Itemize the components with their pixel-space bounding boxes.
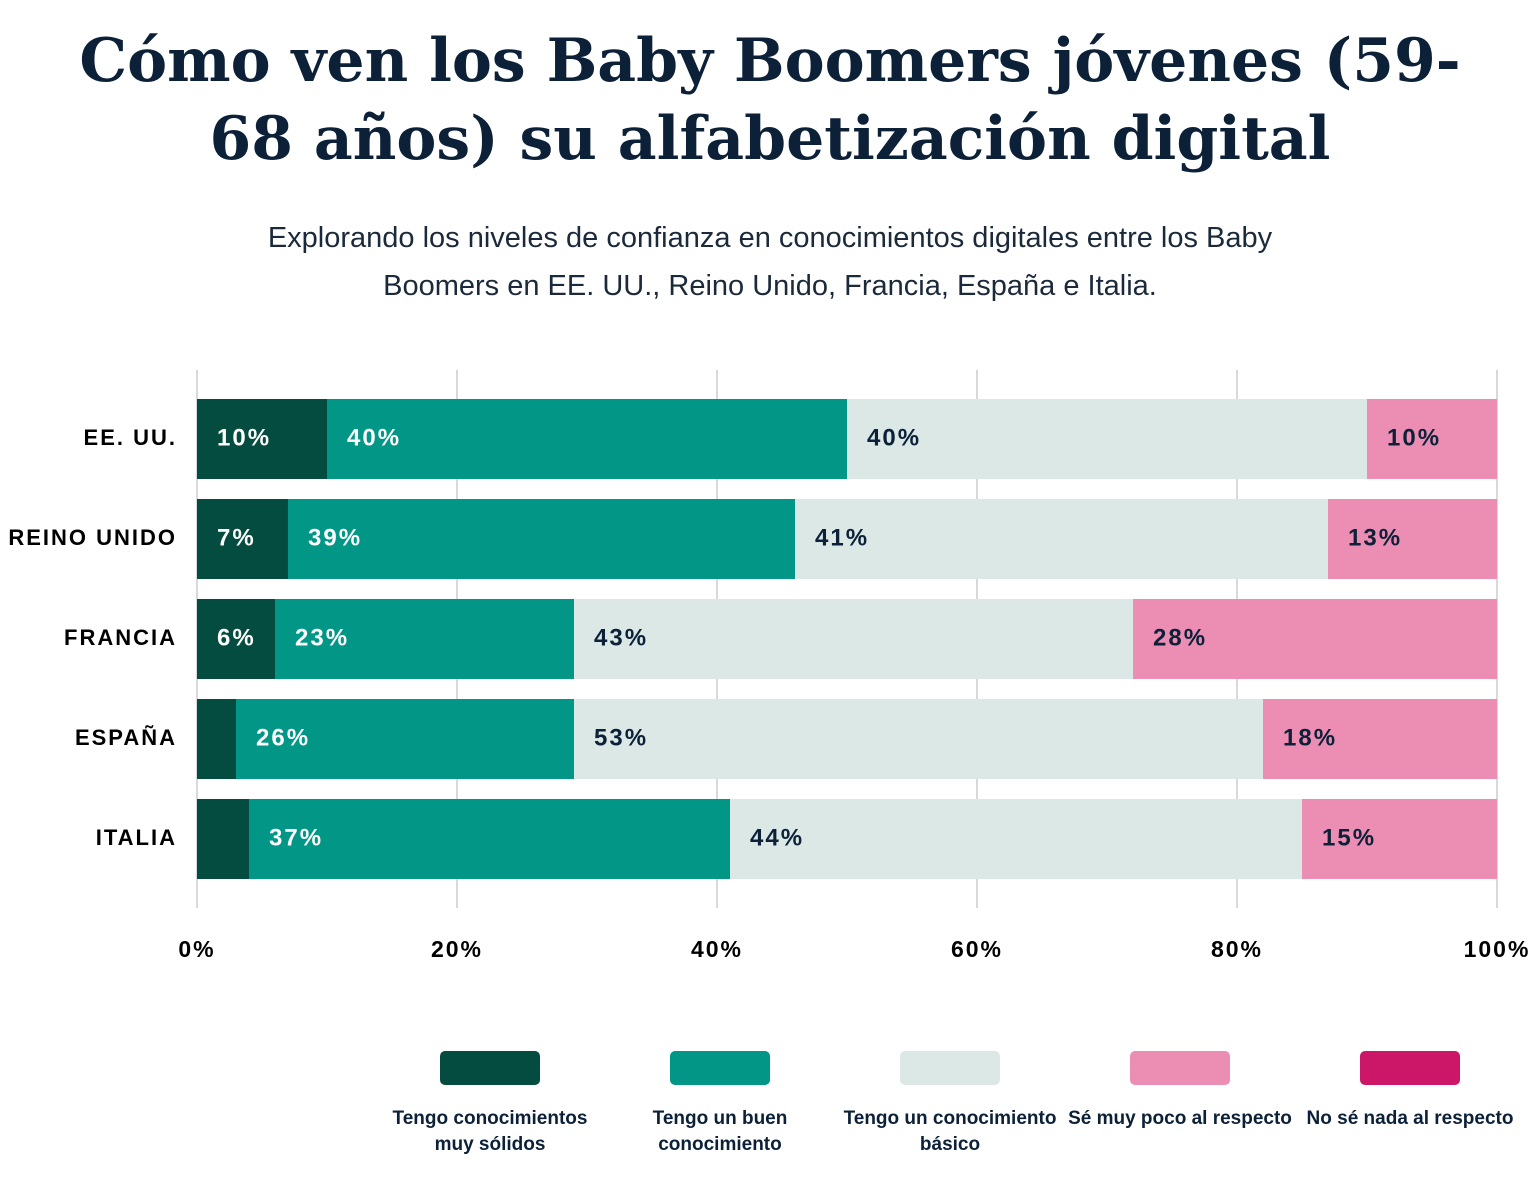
x-tick-label: 20%: [431, 936, 483, 962]
data-label: 10%: [217, 424, 271, 451]
y-tick-label: ESPAÑA: [75, 725, 177, 750]
y-tick-label: FRANCIA: [64, 625, 177, 650]
data-label: 13%: [1348, 524, 1402, 551]
bar-segment: [236, 699, 574, 779]
bar-segment: [197, 799, 249, 879]
bar-segment: [795, 499, 1328, 579]
data-label: 40%: [347, 424, 401, 451]
bar-segment: [1367, 399, 1497, 479]
y-tick-label: EE. UU.: [84, 425, 177, 450]
bar-segment: [574, 599, 1133, 679]
bar-segment: [197, 599, 275, 679]
chart-subtitle: Explorando los niveles de confianza en c…: [267, 222, 1273, 302]
bar-segment: [1302, 799, 1497, 879]
bar-segment: [288, 499, 795, 579]
bar-segment: [574, 699, 1263, 779]
bar-segment: [730, 799, 1302, 879]
data-label: 39%: [308, 524, 362, 551]
data-label: 18%: [1283, 724, 1337, 751]
bar-segment: [275, 599, 574, 679]
bar-segment: [847, 399, 1367, 479]
legend-swatch: [900, 1051, 1000, 1085]
legend-label: Tengo un conocimiento básico: [843, 1108, 1057, 1155]
y-tick-label: REINO UNIDO: [8, 525, 177, 550]
legend-label: Sé muy poco al respecto: [1068, 1108, 1292, 1129]
data-label: 6%: [217, 624, 256, 651]
bar-segment: [197, 399, 327, 479]
data-label: 10%: [1387, 424, 1441, 451]
legend-swatch: [670, 1051, 770, 1085]
data-label: 23%: [295, 624, 349, 651]
legend-label: Tengo conocimientos muy sólidos: [392, 1108, 588, 1155]
legend-swatch: [1360, 1051, 1460, 1085]
data-label: 53%: [594, 724, 648, 751]
data-label: 37%: [269, 824, 323, 851]
data-label: 43%: [594, 624, 648, 651]
legend-label: Tengo un buen conocimiento: [652, 1108, 788, 1155]
data-label: 40%: [867, 424, 921, 451]
legend-swatch: [440, 1051, 540, 1085]
legend-label: No sé nada al respecto: [1306, 1108, 1514, 1129]
data-label: 15%: [1322, 824, 1376, 851]
x-tick-label: 0%: [178, 936, 215, 962]
x-tick-label: 60%: [951, 936, 1003, 962]
data-label: 26%: [256, 724, 310, 751]
data-label: 41%: [815, 524, 869, 551]
data-label: 44%: [750, 824, 804, 851]
chart-title: Cómo ven los Baby Boomers jóvenes (59-68…: [79, 26, 1461, 174]
bar-segment: [197, 699, 236, 779]
data-label: 7%: [217, 524, 256, 551]
x-tick-label: 80%: [1211, 936, 1263, 962]
data-label: 28%: [1153, 624, 1207, 651]
x-tick-label: 100%: [1464, 936, 1531, 962]
legend-swatch: [1130, 1051, 1230, 1085]
y-tick-label: ITALIA: [96, 825, 177, 850]
bar-segment: [1328, 499, 1497, 579]
bar-segment: [249, 799, 730, 879]
bar-segment: [327, 399, 847, 479]
x-tick-label: 40%: [691, 936, 743, 962]
bar-segment: [1133, 599, 1497, 679]
bar-segment: [197, 499, 288, 579]
bar-segment: [1263, 699, 1497, 779]
